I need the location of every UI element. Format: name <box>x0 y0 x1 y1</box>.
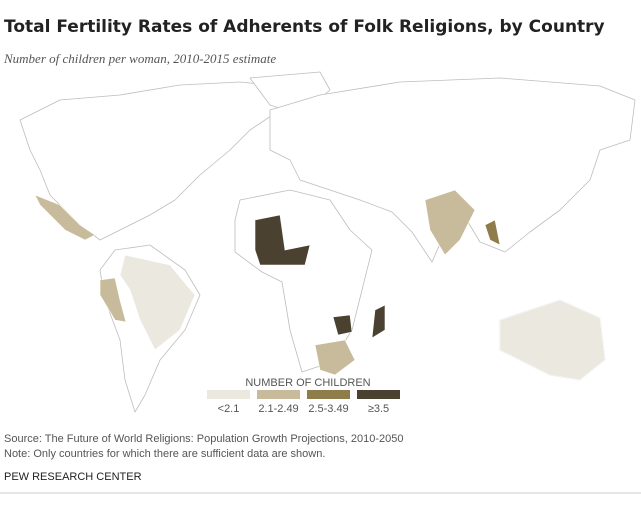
india <box>424 189 476 256</box>
australia-data <box>499 299 606 381</box>
mexico <box>34 194 96 241</box>
legend-title: NUMBER OF CHILDREN <box>245 377 370 389</box>
legend-label: 2.5-3.49 <box>308 403 348 415</box>
africa <box>234 189 373 373</box>
zimbabwe <box>332 314 353 336</box>
note: Note: Only countries for which there are… <box>4 448 325 460</box>
peru <box>99 277 127 323</box>
legend-label: <2.1 <box>218 403 240 415</box>
brazil <box>119 254 196 351</box>
laos <box>484 219 501 246</box>
west-africa <box>254 214 311 266</box>
credit: PEW RESEARCH CENTER <box>4 471 142 483</box>
legend-label: 2.1-2.49 <box>258 403 298 415</box>
south-africa <box>314 339 356 376</box>
madagascar <box>371 304 386 339</box>
legend-swatch <box>257 390 300 399</box>
legend: NUMBER OF CHILDREN <2.1 2.1-2.49 2.5-3.49 ≥… <box>207 377 400 415</box>
legend-swatch <box>207 390 250 399</box>
legend-swatch <box>307 390 350 399</box>
legend-swatch <box>357 390 400 399</box>
map <box>19 71 636 413</box>
title: Total Fertility Rates of Adherents of Fo… <box>4 17 605 37</box>
subtitle: Number of children per woman, 2010-2015 … <box>3 51 276 66</box>
source: Source: The Future of World Religions: P… <box>4 433 403 445</box>
north-america <box>19 81 301 241</box>
eurasia <box>269 77 636 263</box>
legend-label: ≥3.5 <box>368 403 389 415</box>
